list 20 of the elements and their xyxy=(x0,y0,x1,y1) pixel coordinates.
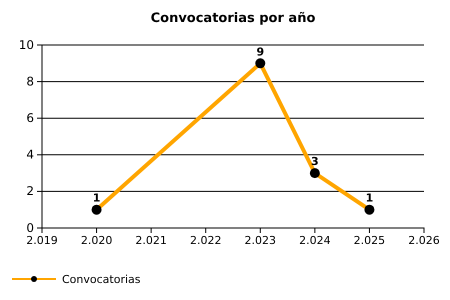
chart-title: Convocatorias por año xyxy=(150,11,316,26)
legend-label: Convocatorias xyxy=(62,273,141,286)
y-tick-label: 0 xyxy=(26,220,34,235)
x-tick-label: 2.025 xyxy=(354,234,386,247)
data-label: 1 xyxy=(366,192,374,205)
data-label: 1 xyxy=(92,192,100,205)
y-tick-label: 10 xyxy=(18,38,34,52)
x-tick-label: 2.021 xyxy=(135,234,167,247)
x-tick-label: 2.022 xyxy=(190,234,222,247)
y-tick-label: 2 xyxy=(26,184,34,198)
x-tick-label: 2.020 xyxy=(80,234,112,247)
x-tick-label: 2.024 xyxy=(299,234,331,247)
x-tick-label: 2.023 xyxy=(244,234,276,247)
y-tick-label: 8 xyxy=(26,74,34,88)
y-tick-label: 4 xyxy=(26,148,34,162)
y-tick-label: 6 xyxy=(26,111,34,126)
data-label: 9 xyxy=(256,45,264,58)
x-tick-label: 2.026 xyxy=(408,234,440,247)
x-tick-label: 2.019 xyxy=(26,234,58,247)
data-label: 3 xyxy=(311,155,319,168)
